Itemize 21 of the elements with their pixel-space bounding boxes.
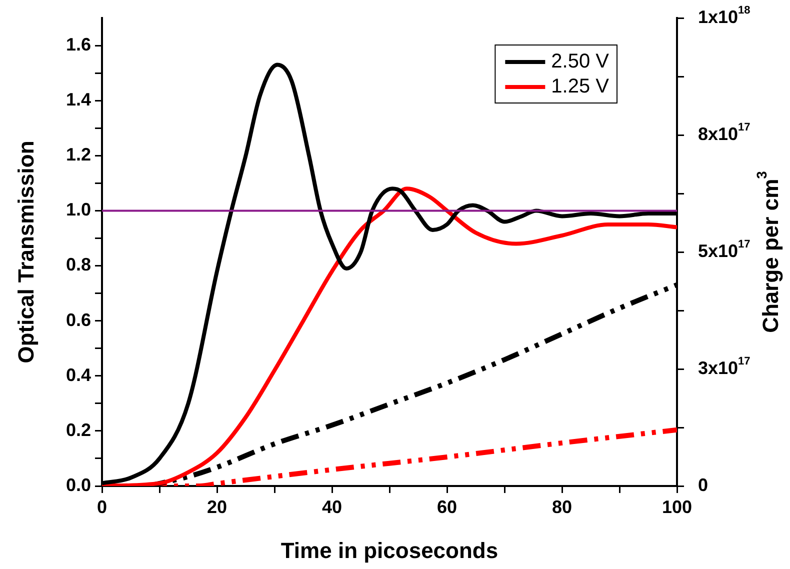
x-tick-label: 80 bbox=[552, 496, 572, 517]
y-tick-label: 0.6 bbox=[66, 310, 91, 330]
x-tick-label: 40 bbox=[322, 496, 342, 517]
legend-label: 2.50 V bbox=[551, 50, 610, 73]
y-tick-label: 1.4 bbox=[66, 90, 91, 110]
y-axis-title: Optical Transmission bbox=[13, 140, 38, 364]
y2-tick-label: 0 bbox=[698, 474, 708, 495]
x-tick-label: 100 bbox=[662, 496, 692, 517]
x-tick-label: 60 bbox=[436, 496, 458, 517]
y2-axis-title: Charge per cm3 bbox=[754, 170, 784, 333]
y-tick-label: 1.2 bbox=[66, 144, 91, 165]
legend-label: 1.25 V bbox=[551, 76, 610, 98]
y-tick-label: 1.0 bbox=[66, 200, 91, 220]
y-tick-label: 0.0 bbox=[66, 474, 91, 495]
y-tick-label: 0.4 bbox=[66, 364, 91, 385]
x-tick-label: 0 bbox=[96, 496, 108, 517]
y-tick-label: 0.8 bbox=[66, 254, 91, 275]
x-axis-title: Time in picoseconds bbox=[280, 538, 498, 563]
y-tick-label: 1.6 bbox=[66, 34, 91, 54]
y-tick-label: 0.2 bbox=[66, 420, 91, 440]
x-tick-label: 20 bbox=[206, 496, 228, 517]
